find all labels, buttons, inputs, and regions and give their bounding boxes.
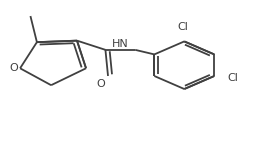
Text: O: O: [9, 63, 18, 73]
Text: Cl: Cl: [178, 22, 188, 32]
Text: HN: HN: [112, 39, 128, 49]
Text: O: O: [96, 79, 105, 89]
Text: Cl: Cl: [228, 73, 239, 83]
